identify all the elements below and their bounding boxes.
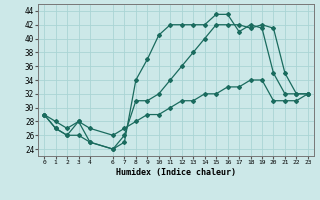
X-axis label: Humidex (Indice chaleur): Humidex (Indice chaleur) <box>116 168 236 177</box>
